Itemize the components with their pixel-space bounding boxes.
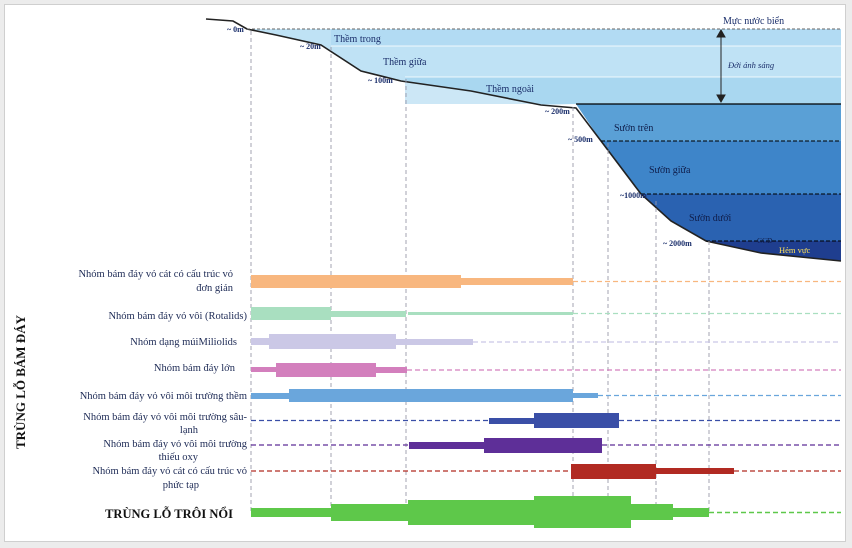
- depth-label: ~ 200m: [545, 107, 570, 116]
- group-label-rotalids: Nhóm bám đáy vỏ vôi (Rotalids): [108, 311, 247, 322]
- planktonic-label: TRÙNG LỖ TRÔI NỔI: [105, 506, 233, 521]
- benthic-side-label: TRÙNG LỖ BÁM ĐÁY: [13, 314, 28, 449]
- abyss-water: [706, 241, 841, 261]
- depth-label: ~ 500m: [568, 135, 593, 144]
- photic-zone-water: [247, 29, 841, 105]
- depth-labels: ~ 0m ~ 20m ~ 100m ~ 200m ~ 500m ~1000m ~…: [227, 25, 692, 248]
- group-label-shelf-calcareous: Nhóm bám đáy vỏ vôi môi trường thềm: [80, 391, 247, 402]
- range-sand-complex: [251, 464, 841, 479]
- photic-label: Đới ánh sáng: [727, 60, 774, 70]
- middle-slope-label: Sườn giữa: [649, 165, 691, 176]
- range-deep-cold: [251, 413, 841, 428]
- water-column: [205, 18, 842, 262]
- range-large-benthic: [251, 363, 841, 377]
- ccd-label: CCD: [757, 236, 773, 245]
- depth-label: ~ 100m: [368, 76, 393, 85]
- group-label-miliolids: Nhóm dạng múiMiliolids: [130, 337, 237, 348]
- outer-shelf-label: Thềm ngoài: [486, 84, 534, 95]
- depth-label: ~ 0m: [227, 25, 244, 34]
- range-low-oxygen: [251, 438, 841, 453]
- range-sand-simple: [251, 275, 841, 288]
- depth-label: ~ 20m: [300, 42, 321, 51]
- foraminifera-depth-diagram: Mực nước biển Đới ánh sáng Thềm trong Th…: [13, 16, 842, 528]
- group-label-low-oxygen: Nhóm bám đáy vỏ vôi môi trường thiếu oxy: [103, 439, 247, 463]
- range-shelf-calcareous: [251, 389, 841, 402]
- seafloor-profile: [205, 18, 842, 262]
- zone-boundaries: [247, 28, 841, 242]
- range-planktonic: [251, 496, 841, 528]
- group-label-sand-complex: Nhóm bám đáy vỏ cát có cấu trúc vỏ phức t…: [92, 466, 247, 491]
- diagram-frame: Mực nước biển Đới ánh sáng Thềm trong Th…: [4, 4, 846, 542]
- range-miliolids: [251, 334, 841, 349]
- lower-slope-water: [641, 194, 841, 241]
- sea-level-label: Mực nước biển: [723, 16, 784, 27]
- group-label-deep-cold: Nhóm bám đáy vỏ vôi môi trường sâu-lạnh: [83, 412, 247, 436]
- lower-slope-label: Sườn dưới: [689, 213, 731, 224]
- zone-labels: Mực nước biển Đới ánh sáng Thềm trong Th…: [334, 16, 811, 255]
- middle-slope-water: [601, 141, 841, 194]
- photic-band-top: [331, 29, 841, 46]
- depth-label: ~ 2000m: [663, 239, 692, 248]
- photic-arrow: [716, 28, 726, 104]
- group-ranges: [251, 275, 841, 528]
- group-labels: Nhóm bám đáy vỏ cát có cấu trúc vỏ đơn gi…: [78, 269, 247, 521]
- photic-band-bottom: [405, 77, 841, 104]
- abyss-label: Hẻm vực: [779, 245, 811, 255]
- upper-slope-label: Sườn trên: [614, 123, 653, 134]
- depth-label: ~1000m: [620, 191, 647, 200]
- inner-shelf-label: Thềm trong: [334, 34, 381, 45]
- group-label-large-benthic: Nhóm bám đáy lớn: [154, 363, 236, 374]
- range-rotalids: [251, 307, 841, 320]
- middle-shelf-label: Thềm giữa: [383, 57, 427, 68]
- group-label-sand-simple: Nhóm bám đáy vỏ cát có cấu trúc vỏ đơn gi…: [78, 269, 233, 294]
- upper-slope-water: [576, 104, 841, 141]
